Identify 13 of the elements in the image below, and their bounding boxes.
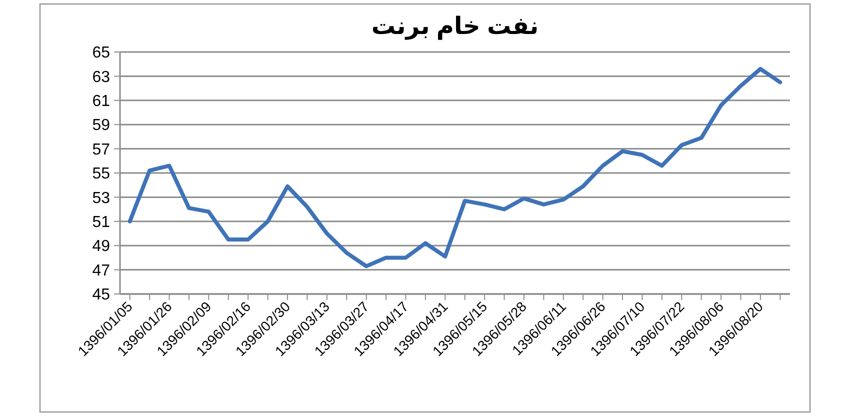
line-series — [128, 66, 782, 268]
y-tick-label: 61 — [92, 93, 110, 110]
y-tick-label: 47 — [92, 262, 110, 280]
y-tick-label: 55 — [92, 166, 110, 183]
y-tick-label: 45 — [92, 286, 110, 304]
y-tick-label: 57 — [92, 141, 110, 158]
y-tick-label: 53 — [92, 190, 110, 207]
chart-title: نفت خام برنت — [371, 13, 539, 40]
y-tick-label: 63 — [92, 68, 110, 86]
y-tick-label: 51 — [92, 214, 110, 231]
y-tick-label: 49 — [92, 238, 110, 256]
y-tick-label: 59 — [92, 117, 110, 134]
y-tick-label: 65 — [92, 44, 110, 62]
